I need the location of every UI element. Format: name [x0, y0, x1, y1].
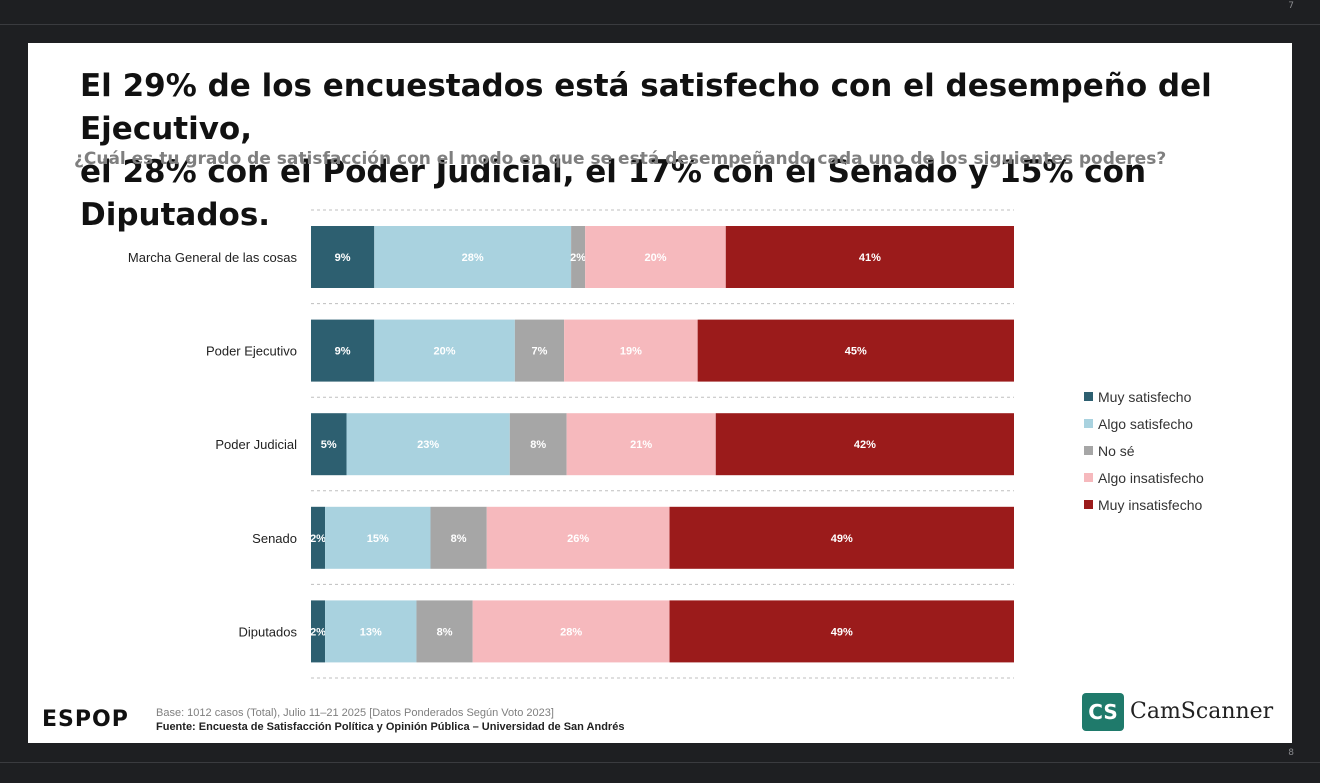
data-label: 2% — [310, 626, 326, 638]
data-label: 23% — [417, 439, 439, 451]
page-number-bottom: 8 — [1288, 748, 1294, 758]
data-label: 8% — [451, 533, 467, 545]
bar-segment — [311, 226, 375, 288]
data-label: 13% — [360, 626, 382, 638]
viewer-top-bar: 7 — [0, 0, 1320, 25]
data-label: 9% — [335, 346, 351, 358]
chart-legend: Muy satisfecho Algo satisfecho No sé Algo i… — [1084, 383, 1204, 518]
data-label: 15% — [367, 533, 389, 545]
category-label: Poder Ejecutivo — [206, 344, 297, 359]
category-label: Poder Judicial — [215, 437, 297, 452]
bar-segment — [325, 506, 431, 569]
bar-segment — [509, 413, 567, 476]
bar-segment — [725, 226, 1014, 288]
legend-swatch — [1084, 392, 1093, 401]
bar-segment — [346, 413, 510, 476]
bar-segment — [472, 600, 670, 663]
bar-segment — [416, 600, 473, 663]
data-label: 45% — [845, 346, 867, 358]
bar-segment — [571, 226, 586, 288]
data-label: 49% — [831, 626, 853, 638]
bar-segment — [715, 413, 1014, 476]
bar-segment — [669, 506, 1014, 569]
legend-item: Muy insatisfecho — [1084, 491, 1204, 518]
data-label: 42% — [854, 439, 876, 451]
slide-title: El 29% de los encuestados está satisfech… — [80, 65, 1280, 237]
legend-label: Algo satisfecho — [1098, 415, 1193, 432]
bar-segment — [325, 600, 417, 663]
data-label: 28% — [462, 252, 484, 264]
data-label: 49% — [831, 533, 853, 545]
data-label: 2% — [310, 533, 326, 545]
stacked-bar-chart: Marcha General de las cosas 9% 28% 2% 20% 41%… — [128, 209, 1014, 679]
category-label: Diputados — [238, 624, 297, 639]
camscanner-logo-icon: CS — [1082, 693, 1124, 731]
legend-label: No sé — [1098, 442, 1135, 459]
data-label: 2% — [570, 252, 586, 264]
title-line-1: El 29% de los encuestados está satisfech… — [80, 68, 1212, 147]
bar-segment — [585, 226, 726, 288]
camscanner-text: CamScanner — [1130, 699, 1274, 724]
bar-segment — [374, 226, 572, 288]
bar-segment — [514, 319, 565, 382]
viewer-bottom-bar — [0, 762, 1320, 783]
bar-segment — [566, 413, 716, 476]
legend-label: Muy insatisfecho — [1098, 496, 1203, 513]
data-label: 8% — [530, 439, 546, 451]
bar-segment — [374, 319, 515, 382]
bar-segment — [669, 600, 1014, 663]
bar-segment — [486, 506, 670, 569]
bar-segment — [697, 319, 1014, 382]
slide: El 29% de los encuestados está satisfech… — [28, 43, 1292, 743]
camscanner-watermark: CS CamScanner — [1082, 693, 1290, 739]
bar-segment — [311, 319, 375, 382]
legend-item: No sé — [1084, 437, 1204, 464]
base-note: Base: 1012 casos (Total), Julio 11–21 20… — [156, 707, 554, 719]
bar-segment — [311, 506, 326, 569]
source-note: Fuente: Encuesta de Satisfacción Polític… — [156, 721, 625, 733]
legend-item: Algo satisfecho — [1084, 410, 1204, 437]
espop-logo: ESPOP — [42, 707, 129, 732]
category-label: Senado — [252, 531, 297, 546]
data-label: 9% — [335, 252, 351, 264]
bar-segment — [430, 506, 487, 569]
title-line-2: el 28% con el Poder Judicial, el 17% con… — [80, 154, 1147, 233]
bar-segment — [311, 600, 326, 663]
legend-label: Muy satisfecho — [1098, 388, 1192, 405]
data-label: 26% — [567, 533, 589, 545]
data-label: 28% — [560, 626, 582, 638]
data-label: 20% — [644, 252, 666, 264]
bar-segment — [311, 413, 347, 476]
data-label: 7% — [532, 346, 548, 358]
survey-question: ¿Cuál es tu grado de satisfacción con el… — [74, 149, 1167, 169]
legend-label: Algo insatisfecho — [1098, 469, 1204, 486]
data-label: 20% — [434, 346, 456, 358]
legend-swatch — [1084, 500, 1093, 509]
page-number-top: 7 — [1288, 1, 1294, 11]
legend-item: Algo insatisfecho — [1084, 464, 1204, 491]
bar-segment — [564, 319, 698, 382]
category-label: Marcha General de las cosas — [128, 250, 298, 265]
legend-swatch — [1084, 419, 1093, 428]
data-label: 5% — [321, 439, 337, 451]
data-label: 41% — [859, 252, 881, 264]
data-label: 21% — [630, 439, 652, 451]
legend-swatch — [1084, 473, 1093, 482]
data-label: 8% — [437, 626, 453, 638]
data-label: 19% — [620, 346, 642, 358]
legend-swatch — [1084, 446, 1093, 455]
legend-item: Muy satisfecho — [1084, 383, 1204, 410]
